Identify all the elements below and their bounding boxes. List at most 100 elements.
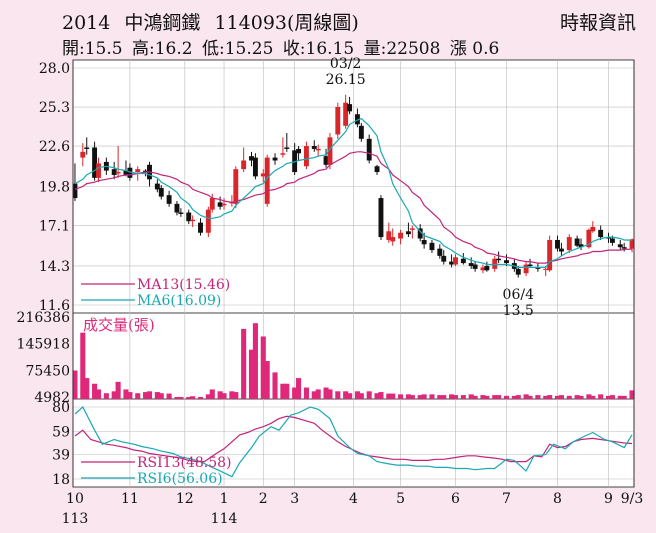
candle-body [547,239,553,271]
x-tick-label: 4 [349,491,358,507]
volume-bar [578,395,584,399]
candle-body [484,265,490,271]
volume-bar [496,395,502,399]
candle-body [574,238,580,246]
candle-body [366,138,372,161]
candle-body [347,104,353,112]
low-annotation-date: 06/4 [503,287,535,303]
candle-body [221,203,227,206]
candle-body [323,156,329,165]
volume-bar [197,396,204,399]
candle-body [492,258,498,269]
high-annotation-value: 26.15 [326,72,366,88]
candle-body [190,219,196,222]
volume-bar [209,389,215,399]
volume-bar [315,389,321,399]
candle-body [72,183,78,199]
volume-bar [441,395,447,399]
candle-body [405,231,411,235]
close-price: 收:16.15 [282,39,355,59]
candle-body [327,137,333,165]
candle-body [178,212,184,214]
candle-body [515,268,521,275]
volume-bar [449,394,455,399]
candle-body [260,173,266,177]
x-tick-label: 3 [290,491,299,507]
volume-label: 成交量(張) [83,316,155,334]
candle-body [135,169,141,173]
volume-bar [248,349,255,399]
candle-body [280,153,286,155]
volume-bar [609,395,615,399]
volume-bar [92,383,98,399]
x-tick-label: 2 [259,491,268,507]
candle-body [421,239,427,245]
volume-bar [547,395,553,399]
candle-body [284,147,290,149]
volume-bar [217,391,223,399]
volume-bar [135,393,141,399]
candle-body [209,198,215,210]
volume-bar [460,395,466,399]
volume-bar [511,395,517,399]
candle-body [198,222,203,233]
volume-bar [154,392,160,399]
x-tick-label: 1 [220,491,229,507]
volume-bar [347,393,353,399]
candle-body [111,169,117,175]
price-y-tick: 25.3 [39,100,70,116]
candle-body [296,148,302,154]
candle-body [303,146,309,167]
candle-body [429,242,435,251]
candle-body [174,203,180,213]
candle-body [358,125,364,139]
candle-body [96,163,101,178]
x-tick-label: 9/3 [621,491,644,507]
x-tick-label: 10 [66,491,84,507]
candle-body [354,114,360,125]
volume-bar [311,391,317,399]
volume-bar [452,395,459,399]
candle-body [127,167,133,178]
volume-bar [146,391,153,399]
rsi-y-tick: 18 [52,472,70,488]
candle-body [543,268,549,270]
candle-body [186,212,192,222]
volume-bar [292,387,298,399]
volume-bar [303,387,309,399]
legend-label-rsi13: RSI13(48.58) [137,455,231,471]
volume-bar [378,392,384,399]
candle-body [609,238,615,243]
volume-bar [386,393,392,399]
candle-body [496,258,502,261]
volume-bar [554,395,561,399]
volume-bar [527,395,533,399]
candle-body [84,147,90,149]
x-tick-label: 9 [604,491,613,507]
candle-body [398,232,404,239]
candle-body [437,248,443,256]
candle-body [315,148,321,151]
candle-body [80,151,86,158]
volume-bar [264,361,270,399]
candle-body [606,237,611,239]
x-tick-label: 5 [396,491,405,507]
candle-body [92,147,98,178]
volume-bar [103,393,109,399]
rsi6-line [74,406,633,478]
volume-bar [523,394,529,399]
candle-body [115,172,121,174]
candle-body [241,160,247,170]
volume-bar [323,387,329,399]
volume-bar [252,323,258,399]
volume-bar [84,378,90,399]
high-price: 高:16.2 [132,39,193,59]
volume-bar [621,395,627,399]
legend-label-rsi6: RSI6(56.06) [137,471,223,487]
volume-bar [343,391,349,399]
volume-bar [398,394,404,399]
candle-body [311,146,317,149]
volume-bar [327,389,333,399]
volume-bar [492,395,498,399]
